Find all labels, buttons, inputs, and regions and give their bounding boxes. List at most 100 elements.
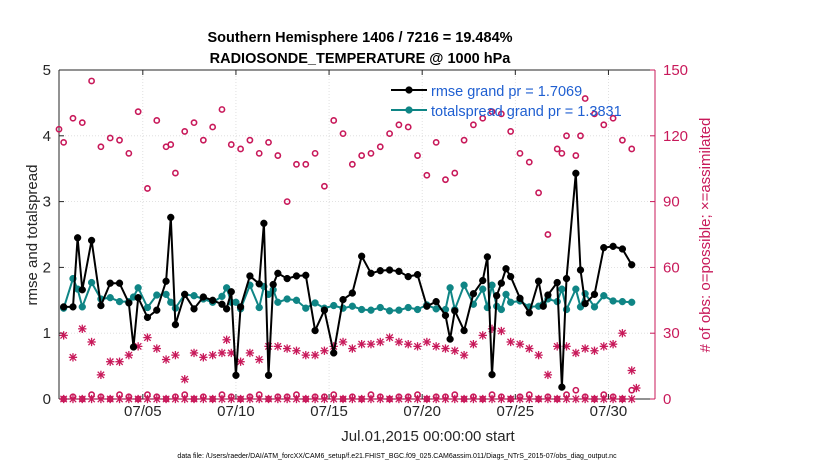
- obs-marker: [217, 348, 227, 358]
- obs-marker: [255, 394, 264, 404]
- totalspread-point: [283, 295, 291, 303]
- rmse-point: [283, 274, 291, 283]
- rmse-point: [488, 371, 496, 379]
- y-right-tick-label: 0: [663, 391, 671, 408]
- rmse-point: [330, 349, 338, 357]
- legend-marker-0: [405, 86, 413, 94]
- rmse-point: [87, 236, 96, 245]
- rmse: [60, 169, 636, 391]
- rmse-point: [269, 280, 277, 289]
- obs-marker: [515, 340, 525, 349]
- obs-marker: [357, 340, 366, 349]
- rmse-point: [73, 234, 82, 242]
- legend: rmse grand pr = 1.7069 totalspread grand…: [391, 84, 622, 120]
- totalspread-point: [558, 285, 566, 293]
- totalspread-point: [460, 281, 468, 289]
- rmse-point: [618, 245, 627, 253]
- obs-marker: [88, 77, 95, 85]
- rmse-point: [106, 279, 114, 287]
- obs-marker: [488, 108, 496, 116]
- obs-marker: [124, 394, 134, 404]
- obs-marker: [413, 342, 422, 351]
- obs-marker: [469, 340, 478, 349]
- obs-marker: [97, 143, 105, 151]
- obs-marker: [581, 95, 589, 102]
- totalspread-point: [330, 301, 338, 310]
- grid: [59, 70, 655, 399]
- rmse-point: [78, 286, 86, 294]
- rmse-point: [423, 302, 431, 310]
- obs-marker: [442, 176, 449, 184]
- rmse-point: [483, 253, 492, 261]
- obs-marker: [563, 132, 570, 140]
- obs-marker: [208, 394, 217, 404]
- totalspread-point: [153, 291, 161, 299]
- obs-marker: [311, 149, 319, 157]
- obs-marker: [143, 394, 152, 404]
- obs-marker: [450, 394, 459, 404]
- obs-marker: [591, 110, 598, 118]
- rmse-point: [302, 271, 310, 279]
- y-axis-right-label: # of obs: o=possible; ×=assimilated: [697, 118, 714, 353]
- rmse-point: [171, 320, 180, 329]
- obs-marker: [470, 121, 477, 129]
- rmse-point: [385, 266, 394, 274]
- obs-marker: [282, 394, 292, 404]
- totalspread-point: [255, 303, 263, 312]
- obs-marker: [450, 346, 459, 355]
- chart-title-line-2: RADIOSONDE_TEMPERATURE @ 1000 hPa: [210, 51, 512, 67]
- obs-marker: [459, 394, 469, 404]
- obs-marker: [534, 394, 543, 404]
- obs-marker: [152, 344, 161, 353]
- rmse-point: [222, 305, 231, 313]
- plot-area: [55, 77, 641, 404]
- obs-marker: [301, 394, 310, 404]
- rmse-point: [493, 292, 501, 300]
- y-left-tick-label: 2: [43, 259, 51, 276]
- totalspread-point: [115, 297, 124, 306]
- obs-marker: [515, 394, 525, 404]
- totalspread-point: [222, 284, 231, 292]
- obs-marker: [413, 394, 422, 404]
- rmse-point: [199, 293, 207, 301]
- totalspread-point: [507, 298, 515, 306]
- obs-marker: [507, 128, 515, 135]
- obs-marker: [273, 342, 283, 351]
- rmse-point: [404, 272, 412, 281]
- obs-marker: [357, 394, 366, 404]
- rmse-point: [576, 266, 585, 274]
- obs-marker: [553, 394, 562, 404]
- obs-marker: [432, 138, 440, 146]
- series-obs-possible: [55, 77, 636, 238]
- rmse-point: [167, 213, 175, 222]
- rmse-point: [115, 279, 124, 287]
- totalspread-point: [600, 292, 608, 300]
- obs-marker: [460, 136, 468, 144]
- rmse-point: [395, 267, 403, 275]
- rmse-point: [134, 294, 142, 302]
- obs-marker: [376, 394, 385, 404]
- rmse-point: [292, 272, 301, 280]
- obs-marker: [330, 117, 338, 124]
- obs-marker: [55, 125, 63, 133]
- obs-marker: [497, 110, 505, 118]
- obs-marker: [273, 394, 283, 404]
- obs-marker: [431, 394, 441, 404]
- obs-marker: [376, 143, 384, 151]
- totalspread-point: [274, 298, 282, 306]
- totalspread-point: [628, 298, 636, 306]
- obs-marker: [167, 141, 175, 148]
- obs-marker: [237, 145, 244, 153]
- totalspread-point: [311, 299, 319, 307]
- rmse-point: [209, 296, 217, 304]
- totalspread-point: [302, 304, 310, 312]
- rmse-point: [609, 242, 617, 250]
- rmse-point: [348, 289, 356, 297]
- obs-marker: [199, 394, 208, 404]
- y-axis-left-label: rmse and totalspread: [24, 165, 41, 306]
- totalspread-point: [590, 303, 599, 311]
- rmse-point: [502, 265, 510, 273]
- obs-marker: [302, 160, 310, 168]
- rmse-point: [600, 244, 608, 252]
- obs-marker: [245, 394, 255, 404]
